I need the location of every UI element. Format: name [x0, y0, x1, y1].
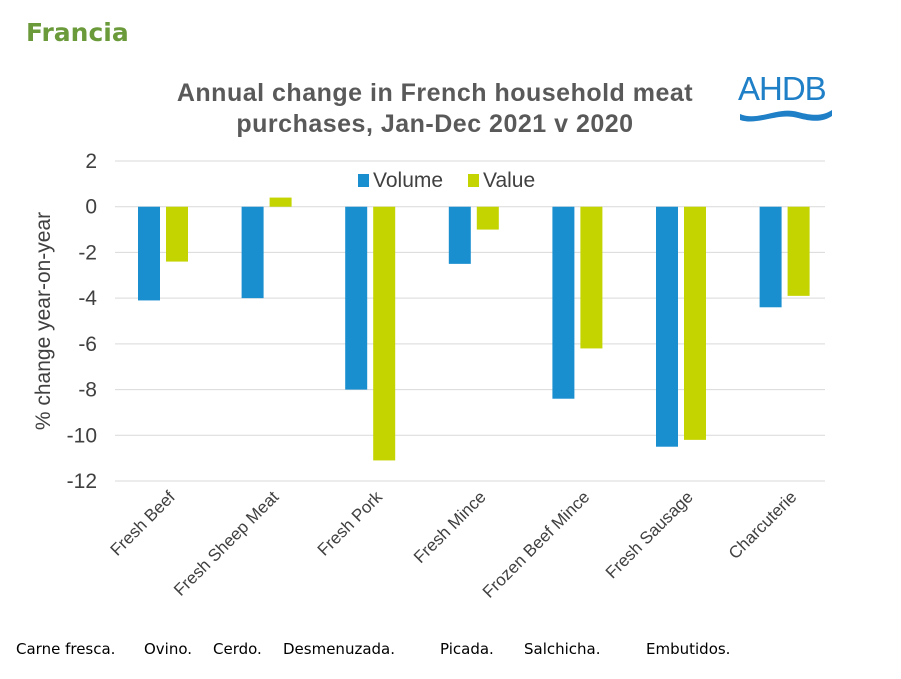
- bar-value: [269, 197, 292, 207]
- chart-title-line-2: purchases, Jan-Dec 2021 v 2020: [236, 110, 634, 138]
- translation-1: Carne fresca.: [16, 640, 116, 658]
- translation-4: Desmenuzada.: [283, 640, 395, 658]
- legend-label: Value: [483, 169, 535, 192]
- y-tick-label: -6: [78, 333, 97, 356]
- logo-wave-icon: [740, 110, 832, 122]
- bar-volume: [448, 206, 471, 264]
- y-tick-label: -4: [78, 287, 97, 310]
- x-tick-label: Fresh Pork: [314, 487, 387, 560]
- legend-swatch: [358, 174, 369, 187]
- y-tick-label: -12: [67, 470, 97, 493]
- bar-value: [580, 206, 603, 349]
- translation-3: Cerdo.: [213, 640, 262, 658]
- x-tick-label: Fresh Mince: [410, 487, 490, 567]
- grid-lines: [115, 160, 825, 482]
- bar-value: [476, 206, 499, 230]
- bars: [138, 197, 810, 461]
- bar-volume: [552, 206, 575, 399]
- y-tick-label: -2: [78, 241, 97, 264]
- x-tick-label: Charcuterie: [725, 487, 801, 563]
- legend-swatch: [468, 174, 479, 187]
- bar-volume: [345, 206, 368, 390]
- chart-title-line-1: Annual change in French household meat: [176, 79, 694, 107]
- y-tick-label: 2: [85, 150, 97, 173]
- bar-value: [787, 206, 810, 296]
- bar-volume: [241, 206, 264, 299]
- legend-label: Volume: [373, 169, 443, 192]
- bar-value: [166, 206, 188, 262]
- y-tick-label: -10: [67, 424, 97, 447]
- x-tick-label: Fresh Beef: [107, 487, 179, 559]
- translation-6: Salchicha.: [524, 640, 601, 658]
- bar-volume: [656, 206, 678, 447]
- translation-5: Picada.: [440, 640, 494, 658]
- x-tick-label: Fresh Sheep Meat: [170, 487, 283, 600]
- y-tick-label: 0: [85, 196, 97, 219]
- y-axis-ticks: 2 0 -2 -4 -6 -8 -10 -12: [67, 150, 98, 493]
- x-tick-label: Fresh Sausage: [602, 487, 697, 582]
- chart-title: Annual change in French household meat p…: [120, 78, 750, 140]
- bar-value: [373, 206, 396, 461]
- bar-value: [684, 206, 706, 440]
- y-axis-label: % change year-on-year: [32, 212, 55, 430]
- logo-text: AHDB: [738, 70, 827, 107]
- ahdb-logo: AHDB: [738, 70, 838, 126]
- bar-volume: [759, 206, 782, 308]
- translation-2: Ovino.: [144, 640, 193, 658]
- bar-volume: [138, 206, 160, 301]
- page-heading: Francia: [26, 18, 129, 47]
- translation-7: Embutidos.: [646, 640, 731, 658]
- x-tick-label: Frozen Beef Mince: [479, 487, 593, 601]
- legend: Volume Value: [358, 169, 535, 192]
- y-tick-label: -8: [78, 379, 97, 402]
